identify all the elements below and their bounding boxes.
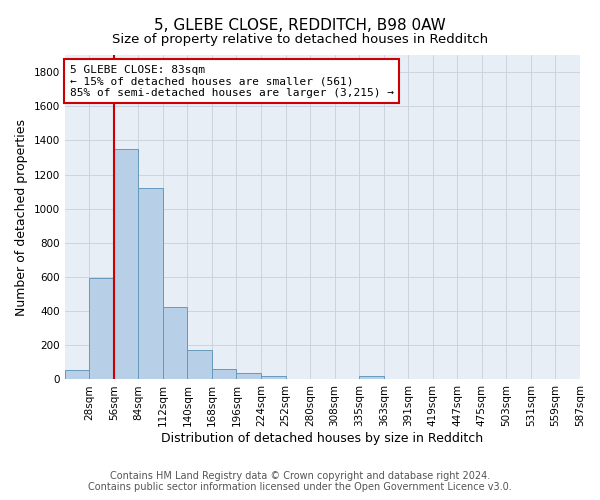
Y-axis label: Number of detached properties: Number of detached properties (15, 118, 28, 316)
Text: 5, GLEBE CLOSE, REDDITCH, B98 0AW: 5, GLEBE CLOSE, REDDITCH, B98 0AW (154, 18, 446, 32)
Text: Size of property relative to detached houses in Redditch: Size of property relative to detached ho… (112, 32, 488, 46)
Bar (236, 373, 261, 380)
Text: 5 GLEBE CLOSE: 83sqm
← 15% of detached houses are smaller (561)
85% of semi-deta: 5 GLEBE CLOSE: 83sqm ← 15% of detached h… (70, 64, 394, 98)
Bar (212, 369, 236, 380)
Bar (65, 370, 89, 380)
Bar (359, 376, 383, 380)
Text: Contains HM Land Registry data © Crown copyright and database right 2024.
Contai: Contains HM Land Registry data © Crown c… (88, 471, 512, 492)
Bar (114, 149, 138, 380)
Bar (261, 376, 286, 380)
Bar (138, 188, 163, 380)
Bar (89, 278, 114, 380)
X-axis label: Distribution of detached houses by size in Redditch: Distribution of detached houses by size … (161, 432, 484, 445)
Bar (187, 350, 212, 380)
Bar (163, 307, 187, 380)
